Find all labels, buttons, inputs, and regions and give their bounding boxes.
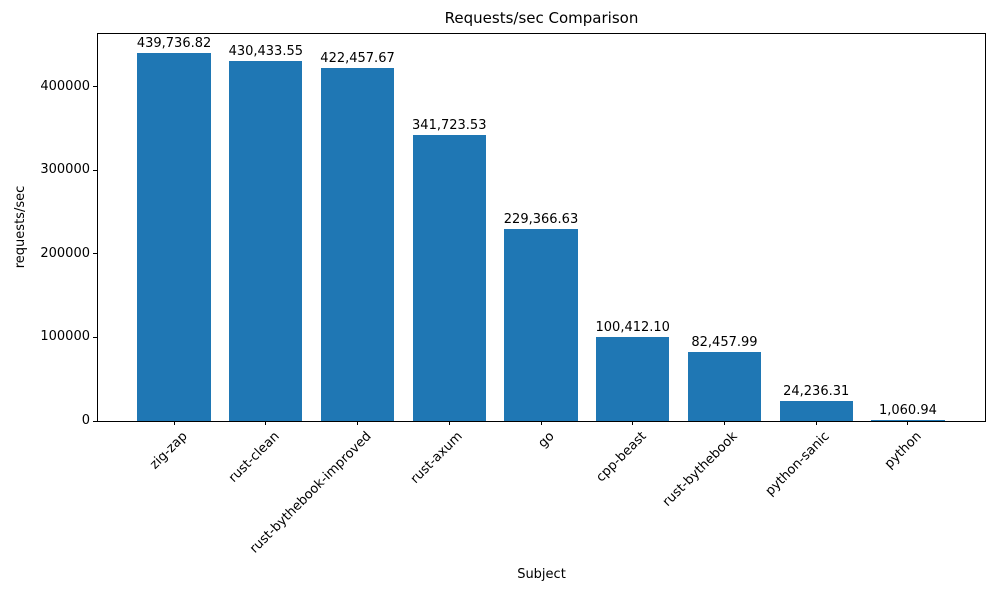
x-tick-mark <box>265 421 267 425</box>
bar-value-label: 82,457.99 <box>691 335 758 351</box>
y-tick-mark <box>93 336 97 338</box>
bar-value-label: 341,723.53 <box>412 118 487 134</box>
y-tick-mark <box>93 253 97 255</box>
chart-title: Requests/sec Comparison <box>444 9 639 27</box>
bar <box>320 67 395 421</box>
y-tick-label: 300000 <box>40 162 90 178</box>
y-tick-label: 100000 <box>40 329 90 345</box>
y-tick-mark <box>93 420 97 422</box>
y-tick-label: 400000 <box>40 78 90 94</box>
bar <box>412 135 486 421</box>
y-axis-label: requests/sec <box>13 185 28 269</box>
bar-value-label: 439,736.82 <box>136 36 212 52</box>
x-tick-mark <box>632 421 634 425</box>
y-tick-label: 200000 <box>40 245 90 261</box>
x-tick-mark <box>815 421 817 425</box>
bar <box>137 53 211 421</box>
bar-value-label: 24,236.31 <box>783 383 850 399</box>
x-tick-mark <box>357 421 359 425</box>
x-tick-mark <box>723 421 725 425</box>
bar-value-label: 100,412.10 <box>595 320 670 336</box>
bar <box>779 400 853 421</box>
x-tick-mark <box>448 421 450 425</box>
bar-value-label: 422,457.67 <box>320 50 395 66</box>
y-tick-mark <box>93 86 97 88</box>
bar <box>504 229 578 421</box>
bar-value-label: 430,433.55 <box>228 44 303 60</box>
x-axis-label: Subject <box>517 567 566 582</box>
y-tick-label: 0 <box>81 413 90 428</box>
x-tick-mark <box>540 421 542 425</box>
bar <box>229 61 303 421</box>
y-tick-mark <box>93 169 97 171</box>
bar-value-label: 1,060.94 <box>878 403 937 418</box>
x-tick-mark <box>173 421 175 425</box>
bar <box>596 337 670 421</box>
bar <box>687 352 762 421</box>
bar <box>871 420 945 421</box>
x-tick-mark <box>907 421 909 425</box>
bar-value-label: 229,366.63 <box>503 212 579 228</box>
